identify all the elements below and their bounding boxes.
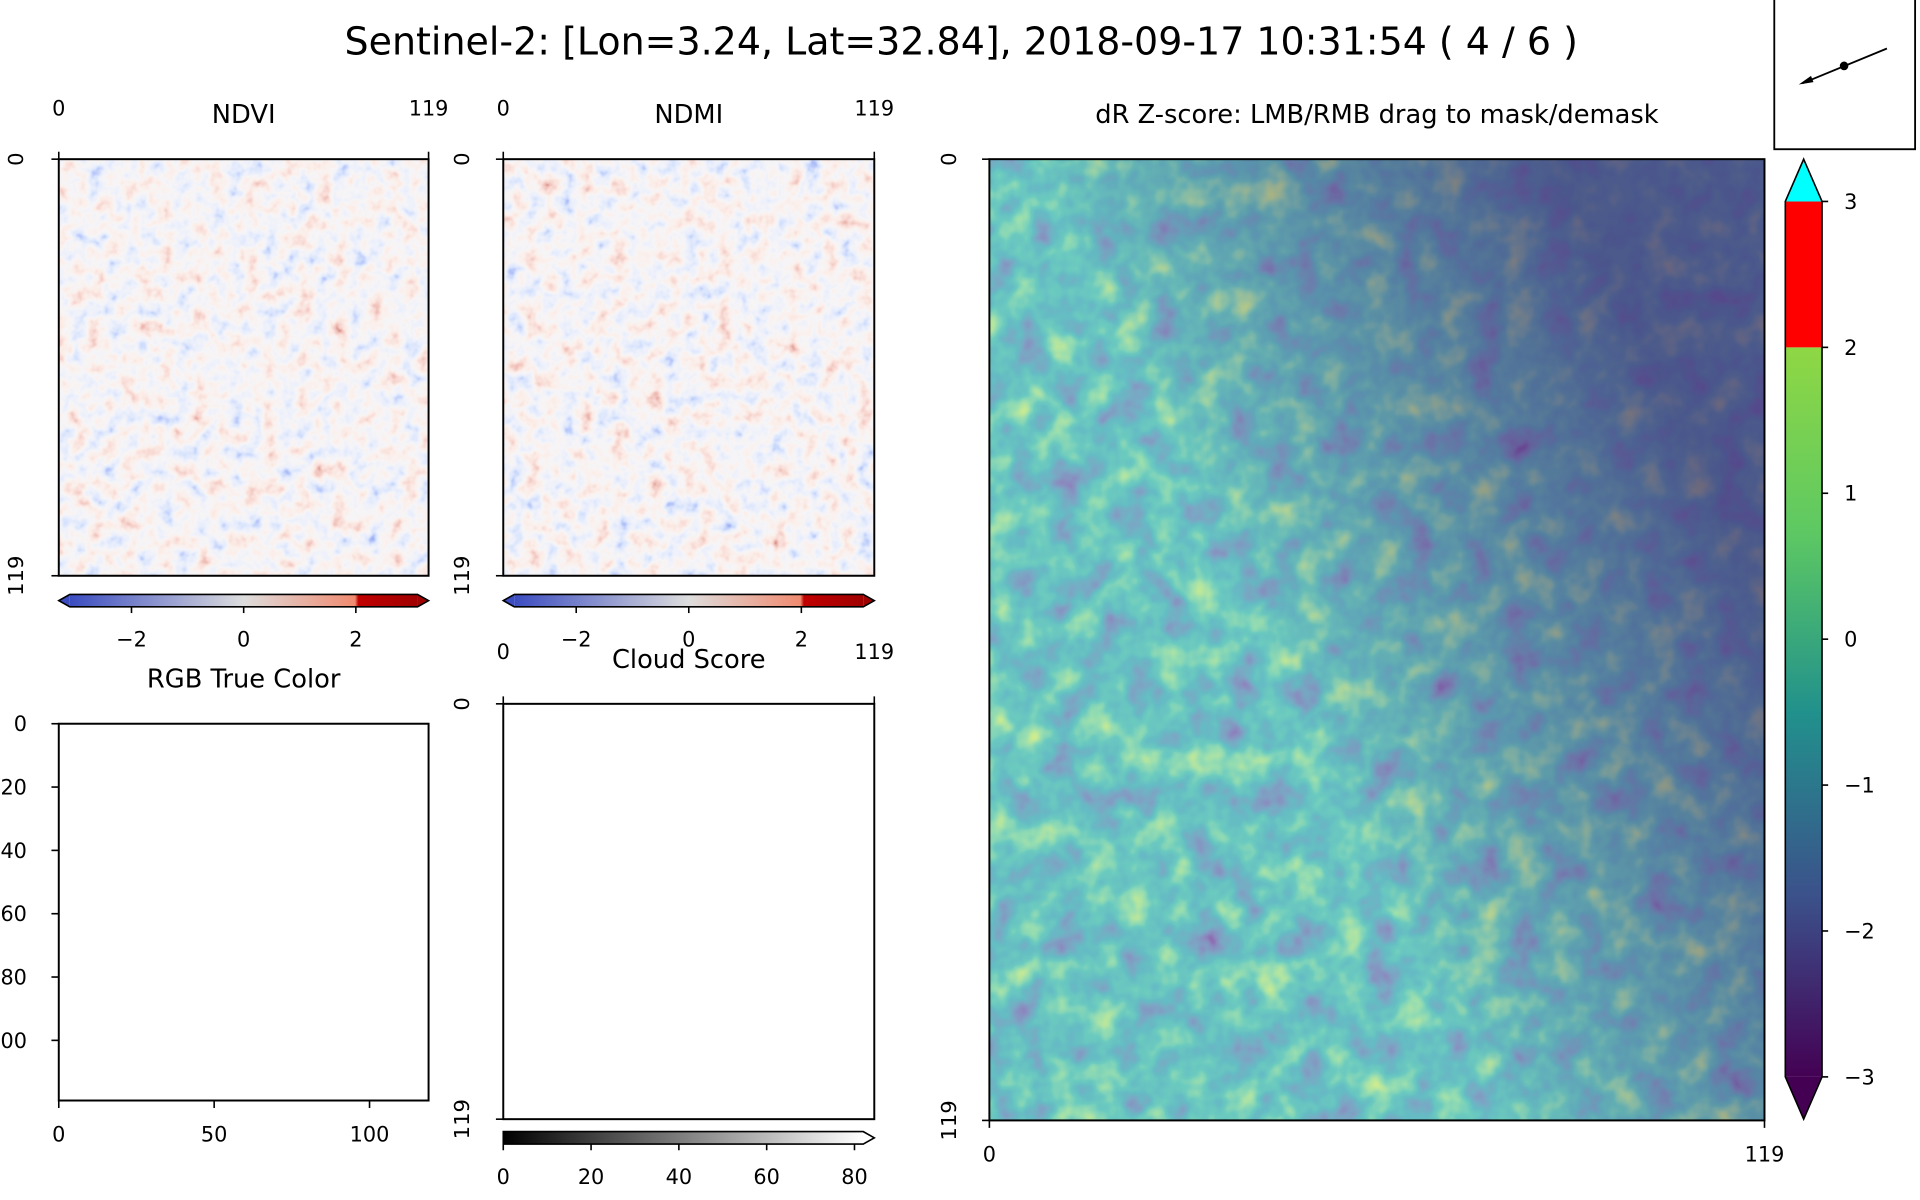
colorbar-extend-min	[503, 594, 515, 607]
image-shade	[989, 159, 1765, 1121]
colorbar-tick-label: −2	[116, 627, 147, 651]
y-tick-label: 119	[4, 556, 28, 596]
x-tick-label: 100	[350, 1122, 390, 1146]
x-tick-label: 0	[983, 1142, 996, 1166]
subplot: dR Z-score: LMB/RMB drag to mask/demask 0…	[937, 100, 1874, 1167]
colorbar	[514, 594, 864, 607]
x-tick-label: 119	[409, 97, 449, 121]
axes-frame	[57, 158, 430, 577]
subplot: Cloud Score 0 119 0 119 0 20 40 60 80	[450, 640, 894, 1189]
axes-frame	[988, 158, 1766, 1122]
colorbar-tick-label: 0	[497, 1165, 510, 1189]
x-tick-label: 0	[497, 640, 510, 664]
y-tick-label: 119	[937, 1100, 961, 1140]
y-tick-label: 119	[450, 1099, 474, 1139]
colorbar-outline	[57, 593, 431, 608]
colorbar-extend-min	[1785, 1076, 1823, 1120]
y-tick-label: 80	[0, 965, 26, 989]
colorbar-tick-label: 1	[1844, 482, 1857, 506]
subplot: NDMI 0 119 0 119 −2 0 2	[450, 97, 894, 652]
y-tick-label: 0	[937, 152, 961, 165]
axes-frame	[502, 158, 876, 577]
image	[58, 159, 429, 576]
x-tick-label: 50	[201, 1122, 227, 1146]
widget-dot	[1839, 61, 1849, 71]
widget-arrow	[1798, 75, 1814, 85]
y-tick-label: 0	[14, 712, 27, 736]
colorbar-tick-label: 60	[753, 1165, 779, 1189]
colorbar-tick-label: −2	[561, 627, 592, 651]
colorbar	[69, 594, 418, 607]
subplot-title: NDMI	[654, 100, 723, 130]
x-tick-label: 0	[52, 97, 65, 121]
colorbar-extend-max	[863, 1131, 875, 1145]
subplot: NDVI 0 119 0 119 −2 0 2	[4, 97, 448, 652]
colorbar-tick-label: −2	[1844, 919, 1875, 943]
colorbar-tick-label: 40	[666, 1165, 692, 1189]
colorbar-tick-label: 2	[349, 627, 362, 651]
y-tick-label: 0	[4, 152, 28, 165]
colorbar-tick-label: 0	[1844, 627, 1857, 651]
colorbar-tick-label: 20	[578, 1165, 604, 1189]
image	[503, 703, 875, 1120]
colorbar-tick-label: 3	[1844, 190, 1857, 214]
x-tick-label: 119	[854, 640, 894, 664]
subplot-title: NDVI	[212, 100, 276, 130]
y-tick-label: 100	[0, 1029, 27, 1053]
colorbar-tick-label: 0	[237, 627, 250, 651]
direction-widget	[1773, 0, 1917, 151]
colorbar-tick-label: −3	[1844, 1065, 1875, 1089]
colorbar-extend-min	[58, 594, 70, 607]
axes-frame	[502, 702, 876, 1121]
colorbar	[503, 1131, 864, 1145]
subplot-title: Cloud Score	[612, 645, 766, 675]
colorbar-tick-label: 2	[795, 627, 808, 651]
colorbar-tick-label: 0	[682, 627, 695, 651]
widget-frame	[1773, 0, 1917, 151]
colorbar-outline	[501, 593, 876, 608]
subplot-title: RGB True Color	[147, 664, 341, 694]
colorbar-extend-max	[417, 594, 429, 607]
image	[58, 723, 429, 1101]
axes-frame	[57, 722, 430, 1102]
colorbar-tick-label: −1	[1844, 773, 1875, 797]
subplot-title: dR Z-score: LMB/RMB drag to mask/demask	[1095, 100, 1658, 130]
colorbar-highlight	[1785, 201, 1823, 348]
colorbar-tick-label: 80	[841, 1165, 867, 1189]
colorbar	[1785, 347, 1823, 1077]
colorbar-tick-label: 2	[1844, 336, 1857, 360]
y-tick-label: 119	[450, 556, 474, 596]
y-tick-label: 0	[450, 152, 474, 165]
y-tick-label: 20	[0, 775, 26, 799]
x-tick-label: 119	[854, 97, 894, 121]
figure-title: Sentinel-2: [Lon=3.24, Lat=32.84], 2018-…	[345, 19, 1578, 64]
subplot: RGB True Color 0 50 100 0 20 40 60 80 100	[0, 664, 430, 1147]
y-tick-label: 40	[0, 839, 26, 863]
x-tick-label: 0	[497, 97, 510, 121]
x-tick-label: 119	[1745, 1142, 1785, 1166]
y-tick-label: 60	[0, 902, 26, 926]
x-tick-label: 0	[52, 1122, 65, 1146]
y-tick-label: 0	[450, 697, 474, 710]
image	[503, 159, 875, 576]
colorbar-extend-max	[1785, 159, 1823, 202]
colorbar-extend-max	[863, 594, 875, 607]
